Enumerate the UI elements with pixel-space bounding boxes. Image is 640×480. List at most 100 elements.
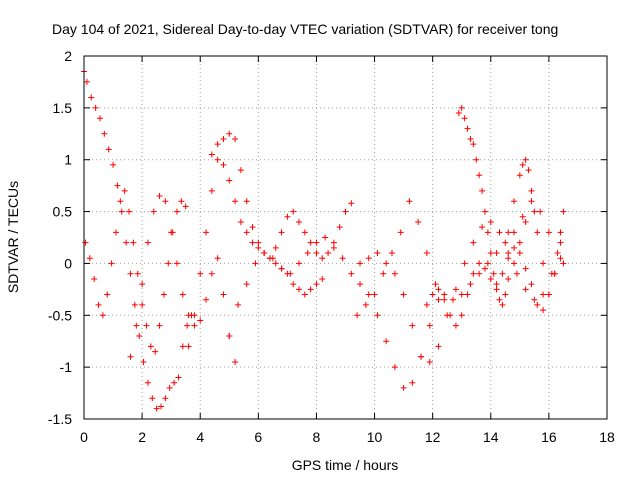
data-point	[301, 229, 308, 236]
data-point	[391, 270, 398, 277]
data-point	[99, 312, 106, 319]
data-point	[272, 244, 279, 251]
data-point	[123, 239, 130, 246]
axis-ticks	[83, 55, 608, 420]
data-point	[92, 104, 99, 111]
data-point	[505, 229, 512, 236]
data-point	[511, 198, 518, 205]
data-point	[511, 244, 518, 251]
data-point	[519, 213, 526, 220]
data-point	[484, 260, 491, 267]
data-point	[261, 250, 268, 257]
data-point	[537, 208, 544, 215]
data-point	[467, 135, 474, 142]
data-point	[467, 281, 474, 288]
data-point	[252, 260, 259, 267]
data-point	[409, 322, 416, 329]
data-point	[232, 198, 239, 205]
data-point	[484, 229, 491, 236]
data-point	[354, 312, 361, 319]
y-tick-label: 1	[64, 152, 72, 168]
data-point	[557, 255, 564, 262]
data-point	[540, 291, 547, 298]
data-point	[112, 229, 119, 236]
data-point	[511, 260, 518, 267]
data-point	[165, 260, 172, 267]
data-point	[330, 239, 337, 246]
data-point	[505, 275, 512, 282]
data-point	[502, 239, 509, 246]
data-point	[171, 379, 178, 386]
data-point	[516, 172, 523, 179]
data-point	[226, 333, 233, 340]
data-point	[374, 312, 381, 319]
data-point	[528, 198, 535, 205]
data-point	[499, 270, 506, 277]
data-point	[423, 301, 430, 308]
data-point	[519, 161, 526, 168]
data-point	[502, 291, 509, 298]
data-point	[516, 250, 523, 257]
data-point	[136, 333, 143, 340]
x-tick-label: 6	[254, 429, 262, 445]
data-point	[91, 275, 98, 282]
data-point	[534, 229, 541, 236]
data-point	[319, 255, 326, 262]
x-tick-label: 4	[196, 429, 204, 445]
data-point	[131, 301, 138, 308]
data-point	[269, 255, 276, 262]
data-point	[409, 379, 416, 386]
data-point	[208, 187, 215, 194]
data-point	[447, 312, 454, 319]
data-point	[191, 322, 198, 329]
data-point	[473, 156, 480, 163]
data-point	[441, 291, 448, 298]
y-tick-label: -1.5	[48, 411, 72, 427]
y-axis-tick-labels: 2 1.5 1 0.5 0 -0.5 -1 -1.5	[48, 48, 72, 427]
data-point	[429, 291, 436, 298]
y-tick-label: 2	[64, 48, 72, 64]
data-point	[400, 291, 407, 298]
series-satellite-track-b	[82, 187, 189, 355]
data-point	[237, 167, 244, 174]
data-point	[162, 395, 169, 402]
data-point	[290, 281, 297, 288]
data-point	[426, 322, 433, 329]
data-point	[214, 156, 221, 163]
data-point	[511, 229, 518, 236]
series-satellite-track-g	[354, 198, 567, 319]
data-point	[522, 265, 529, 272]
data-point	[203, 296, 210, 303]
data-point	[290, 208, 297, 215]
data-point	[175, 374, 182, 381]
x-tick-label: 18	[599, 429, 615, 445]
data-point	[114, 182, 121, 189]
data-point	[121, 187, 128, 194]
data-point	[88, 94, 95, 101]
plot-frame	[83, 55, 608, 420]
chart-title: Day 104 of 2021, Sidereal Day-to-day VTE…	[52, 21, 558, 37]
data-point	[525, 167, 532, 174]
data-point	[184, 322, 191, 329]
y-tick-label: -1	[60, 359, 73, 375]
data-point	[234, 301, 241, 308]
data-point	[307, 239, 314, 246]
data-point	[493, 250, 500, 257]
data-point	[296, 286, 303, 293]
data-point	[232, 358, 239, 365]
data-point	[313, 281, 320, 288]
data-point	[470, 141, 477, 148]
data-point	[336, 224, 343, 231]
y-axis-label: SDTVAR / TECUs	[5, 181, 21, 293]
data-point	[133, 322, 140, 329]
data-point	[418, 353, 425, 360]
data-point	[255, 244, 262, 251]
data-point	[105, 146, 112, 153]
data-point	[307, 286, 314, 293]
data-point	[505, 255, 512, 262]
data-point	[278, 265, 285, 272]
data-point	[147, 343, 154, 350]
data-point	[450, 296, 457, 303]
data-point	[330, 244, 337, 251]
data-point	[255, 239, 262, 246]
